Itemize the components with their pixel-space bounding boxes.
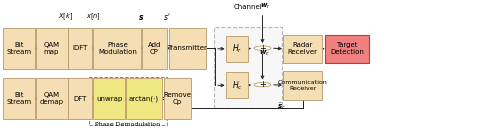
Text: Bit
Stream: Bit Stream: [6, 92, 32, 105]
FancyBboxPatch shape: [94, 78, 126, 119]
Text: QAM
map: QAM map: [44, 42, 60, 55]
FancyBboxPatch shape: [36, 28, 68, 69]
Text: Bit
Stream: Bit Stream: [6, 42, 32, 55]
FancyBboxPatch shape: [68, 78, 92, 119]
Text: arctan(·): arctan(·): [129, 95, 159, 102]
Text: +: +: [259, 80, 266, 89]
Text: +: +: [259, 44, 266, 53]
Text: Add
CP: Add CP: [148, 42, 161, 55]
FancyBboxPatch shape: [326, 35, 369, 63]
FancyBboxPatch shape: [164, 78, 190, 119]
Text: $H_c$: $H_c$: [232, 79, 242, 92]
FancyBboxPatch shape: [284, 71, 323, 100]
Text: Communication
Receiver: Communication Receiver: [278, 80, 328, 91]
Text: Channel: Channel: [234, 4, 262, 10]
Circle shape: [254, 82, 271, 87]
Text: Phase Demodulation: Phase Demodulation: [96, 122, 160, 126]
FancyBboxPatch shape: [36, 78, 68, 119]
Text: $\boldsymbol{w}_c$: $\boldsymbol{w}_c$: [260, 49, 270, 58]
Text: $x[n]$: $x[n]$: [86, 12, 101, 22]
Circle shape: [254, 46, 271, 50]
FancyBboxPatch shape: [226, 36, 248, 62]
Text: $X[k]$: $X[k]$: [58, 12, 74, 22]
Text: $\boldsymbol{s'}$: $\boldsymbol{s'}$: [164, 11, 171, 22]
Text: DFT: DFT: [74, 96, 87, 102]
FancyBboxPatch shape: [284, 35, 323, 63]
FancyBboxPatch shape: [142, 28, 167, 69]
FancyBboxPatch shape: [226, 72, 248, 98]
Text: Phase
Modulation: Phase Modulation: [98, 42, 137, 55]
FancyBboxPatch shape: [3, 28, 35, 69]
FancyBboxPatch shape: [168, 28, 205, 69]
Text: Target
Detection: Target Detection: [330, 42, 364, 55]
FancyBboxPatch shape: [214, 27, 282, 108]
Text: Radar
Receiver: Radar Receiver: [288, 42, 318, 55]
Text: Transmitter: Transmitter: [167, 45, 207, 51]
FancyBboxPatch shape: [126, 78, 162, 119]
Text: IDFT: IDFT: [72, 45, 88, 51]
Text: $\boldsymbol{w}_r$: $\boldsymbol{w}_r$: [260, 2, 270, 11]
Text: unwrap: unwrap: [96, 96, 122, 102]
FancyBboxPatch shape: [68, 28, 92, 69]
FancyBboxPatch shape: [3, 78, 35, 119]
Text: Remove
Cp: Remove Cp: [163, 92, 191, 105]
FancyBboxPatch shape: [94, 28, 142, 69]
Text: $\boldsymbol{s}$: $\boldsymbol{s}$: [138, 13, 144, 22]
Text: $H_r$: $H_r$: [232, 43, 242, 55]
Text: $\bar{\boldsymbol{s}}_c$: $\bar{\boldsymbol{s}}_c$: [278, 102, 286, 112]
Text: QAM
demap: QAM demap: [40, 92, 64, 105]
